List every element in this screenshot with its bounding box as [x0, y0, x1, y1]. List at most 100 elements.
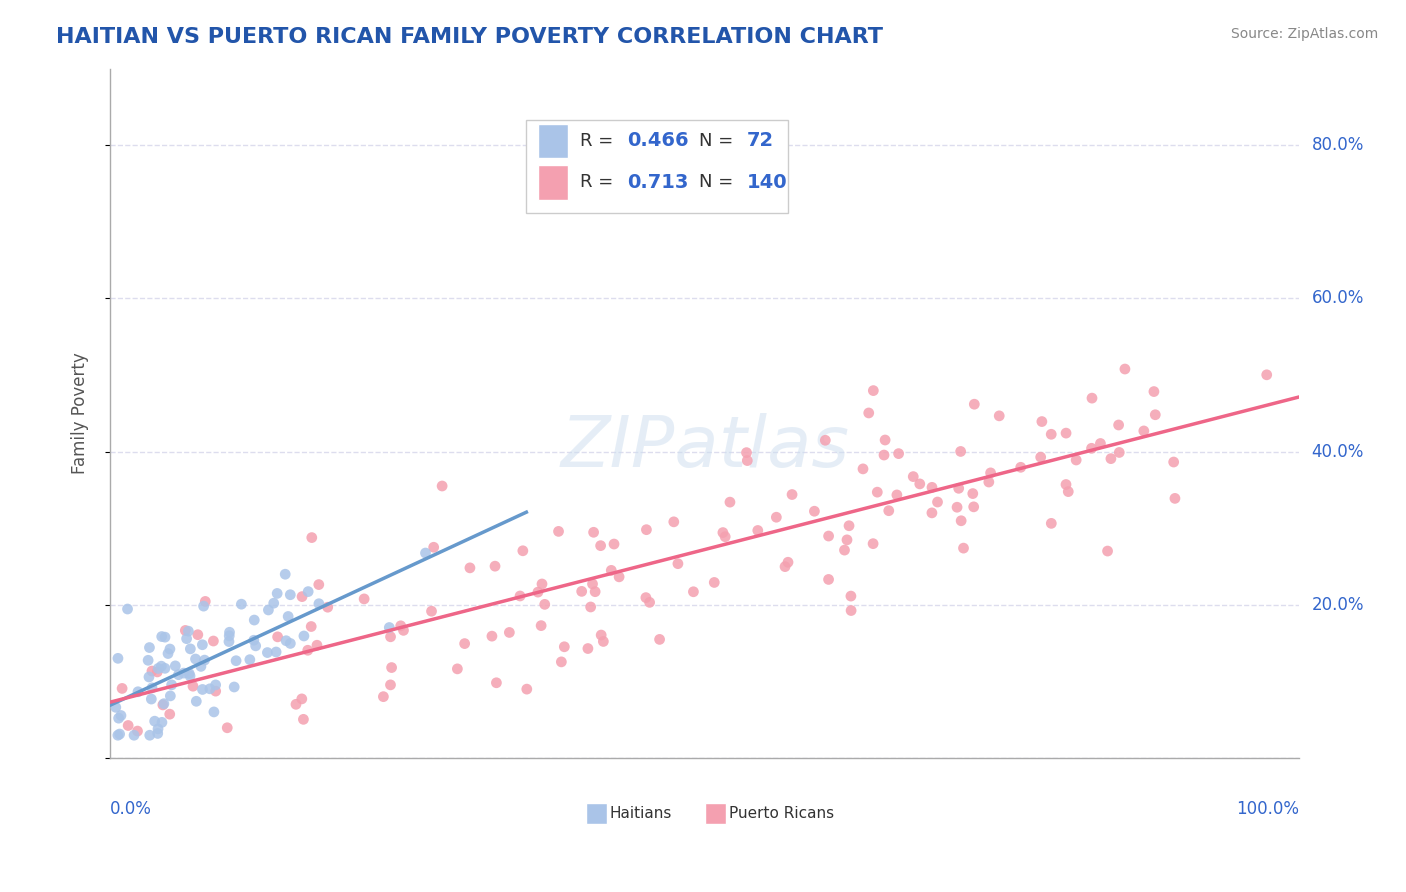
Text: Source: ZipAtlas.com: Source: ZipAtlas.com — [1230, 27, 1378, 41]
Point — [1040, 516, 1063, 531]
Point — [1064, 453, 1087, 467]
FancyBboxPatch shape — [538, 165, 568, 200]
Point — [389, 619, 412, 633]
Point — [908, 476, 931, 491]
Point — [263, 596, 285, 610]
Y-axis label: Family Poverty: Family Poverty — [72, 352, 89, 475]
Point — [160, 678, 183, 692]
Point — [579, 599, 602, 614]
Point — [1099, 451, 1122, 466]
Point — [963, 397, 986, 411]
Point — [485, 675, 508, 690]
Point — [858, 406, 880, 420]
Point — [962, 486, 984, 500]
Point — [266, 586, 288, 600]
Point — [159, 642, 181, 657]
Point — [921, 480, 943, 494]
FancyBboxPatch shape — [538, 124, 568, 158]
Point — [181, 679, 204, 693]
Point — [547, 524, 569, 539]
Text: 0.713: 0.713 — [627, 173, 689, 192]
Point — [141, 692, 163, 706]
Point — [949, 444, 972, 458]
Point — [422, 541, 444, 555]
Point — [179, 666, 201, 681]
Point — [977, 475, 1000, 489]
Point — [381, 660, 404, 674]
Point — [278, 588, 301, 602]
Point — [274, 567, 297, 582]
Point — [191, 682, 214, 697]
Point — [153, 630, 176, 644]
Point — [373, 690, 395, 704]
Point — [877, 504, 900, 518]
Point — [927, 495, 949, 509]
Point — [430, 479, 453, 493]
Point — [1029, 450, 1052, 465]
Point — [484, 559, 506, 574]
Point — [187, 628, 209, 642]
Point — [862, 384, 884, 398]
Point — [765, 510, 787, 524]
Point — [204, 678, 226, 692]
Point — [107, 711, 129, 725]
Point — [150, 659, 173, 673]
Point — [866, 485, 889, 500]
Point — [780, 487, 803, 501]
Point — [218, 625, 240, 640]
Point — [285, 698, 308, 712]
Point — [257, 603, 280, 617]
Point — [245, 639, 267, 653]
Point — [718, 495, 741, 509]
Point — [138, 640, 160, 655]
Point — [165, 658, 187, 673]
Point — [415, 546, 437, 560]
Point — [980, 466, 1002, 480]
Point — [530, 618, 553, 632]
Point — [589, 539, 612, 553]
Point — [950, 514, 973, 528]
Point — [316, 600, 339, 615]
Point — [636, 523, 658, 537]
Point — [527, 585, 550, 599]
Point — [592, 634, 614, 648]
Point — [711, 525, 734, 540]
Point — [264, 645, 287, 659]
Point — [1054, 477, 1077, 491]
Point — [141, 681, 163, 695]
Point — [952, 541, 974, 555]
Point — [190, 659, 212, 673]
Point — [747, 524, 769, 538]
Point — [530, 577, 553, 591]
Point — [873, 448, 896, 462]
Point — [735, 445, 758, 459]
Point — [148, 661, 170, 675]
FancyBboxPatch shape — [586, 803, 607, 823]
Point — [117, 718, 139, 732]
Point — [243, 613, 266, 627]
Point — [666, 557, 689, 571]
Point — [218, 634, 240, 648]
Point — [380, 678, 402, 692]
Point — [583, 584, 606, 599]
Point — [607, 570, 630, 584]
Text: 100.0%: 100.0% — [1236, 799, 1299, 818]
Text: 60.0%: 60.0% — [1312, 289, 1364, 308]
Point — [378, 620, 401, 634]
Point — [392, 624, 415, 638]
Point — [634, 591, 657, 605]
Point — [1108, 445, 1130, 459]
Point — [202, 705, 225, 719]
Point — [1108, 417, 1130, 432]
Point — [256, 646, 278, 660]
Point — [852, 462, 875, 476]
Point — [167, 667, 190, 681]
Point — [817, 529, 839, 543]
Text: ZIPatlas: ZIPatlas — [560, 413, 849, 483]
Point — [512, 543, 534, 558]
Point — [839, 589, 862, 603]
Point — [353, 591, 375, 606]
Point — [111, 681, 134, 696]
Text: R =: R = — [579, 173, 619, 191]
Point — [834, 543, 856, 558]
